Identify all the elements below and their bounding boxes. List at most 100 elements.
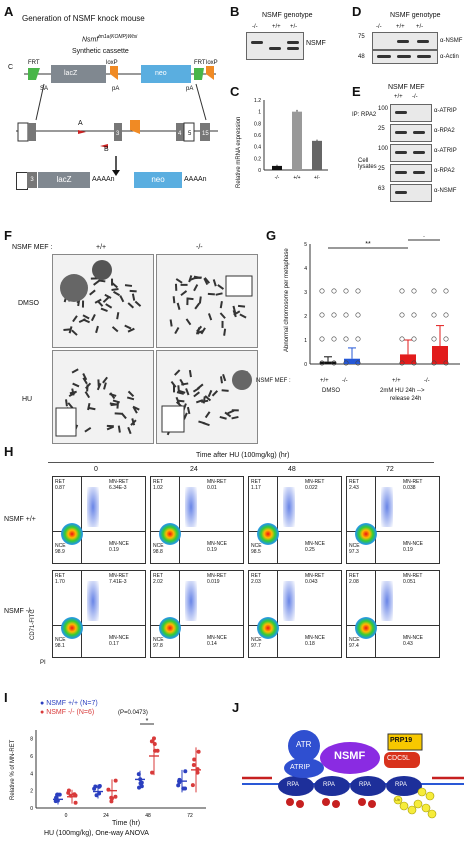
chromosome [127,390,135,398]
flow-plot: RET 2.03 MN-RET 0.043 NCE 97.7 MN-NCE 0.18 [248,570,342,658]
g-ytick: 2 [304,314,307,320]
cassette-label: Synthetic cassette [72,48,129,55]
legend-ko: ● NSMF -/- (N=6) [40,709,95,716]
pa-label-1: pA [112,86,120,92]
chromosome [180,290,188,297]
chromosome [63,328,71,332]
rpa-2 [314,776,350,796]
c-bar [292,111,302,170]
c-bar [312,140,322,170]
panel-b-col-3: +/- [290,24,298,30]
g-point [431,312,437,318]
g-point [319,360,325,366]
i-ytick: 2 [30,789,33,795]
c-xtick: +/- [314,175,320,181]
panel-e-mw-5: 63 [378,186,385,192]
panel-d-mw-75: 75 [358,34,365,40]
panel-h-label: H [4,444,14,459]
chromosome [127,327,135,333]
panel-e-row-3: α-ATRIP [434,148,457,154]
chromosome [71,368,79,374]
chromosome [102,376,108,384]
g-ytick: 5 [304,242,307,248]
chromosome [89,289,96,296]
chromosome [223,328,227,336]
panel-g-ylabel: Abnormal chromosome per metaphase [284,248,290,352]
mnnce-label: MN-NCE 0.17 [109,635,129,647]
chromosome [100,307,108,313]
flow-plot: RET 1.70 MN-RET 7.41E-3 NCE 98.1 MN-NCE 0.17 [52,570,146,658]
chromosome [170,380,177,388]
i-point [138,781,143,786]
c-ytick: 1 [258,110,261,116]
c-ytick: 1.2 [254,98,261,104]
g-bar [320,361,336,364]
chromosome [129,289,137,293]
mnret-label: MN-RET 0.051 [403,573,423,585]
g-point [443,312,449,318]
ret-label: RET 1.02 [153,479,163,491]
chromosome [82,373,88,381]
i-point [73,800,78,805]
time-0: 0 [94,466,98,473]
chromosome [71,388,75,396]
panel-b-title: NSMF genotype [262,12,313,19]
panel-d-col-3: +/- [416,24,424,30]
c-ytick: 0.6 [254,133,261,139]
nce-label: NCE 98.1 [55,637,66,649]
chromosome [127,302,135,309]
flow-plot: RET 2.08 MN-RET 0.051 NCE 97.4 MN-NCE 0.43 [346,570,440,658]
chromosome [120,412,127,420]
i-point [150,770,155,775]
chromosome [232,309,237,318]
chromosome [169,319,173,327]
chromosome [231,409,239,412]
chromosome [172,296,176,304]
chromosome [109,402,117,406]
c-bar [272,165,282,170]
g-point [355,336,361,342]
panel-f-col-1: +/+ [96,244,107,251]
g-point [331,312,337,318]
primer-c-label: C [8,64,14,71]
chromosome [176,302,181,310]
loxp-site-2 [206,66,214,80]
lysate-rpa2-blot [390,164,432,182]
mnnce-label: MN-NCE 0.18 [305,635,325,647]
g-point [331,360,337,366]
chromosome [185,318,192,326]
i-ytick: 6 [30,754,33,760]
ret-label: RET 2.03 [251,573,261,585]
chromosome [98,279,106,283]
loxp-site-1 [110,66,118,80]
chromosome [185,388,190,396]
i-point [109,799,114,804]
flow-plot: RET 0.87 MN-RET 6.34E-3 NCE 98.9 MN-NCE 0.19 [52,476,146,564]
flow-plot: RET 1.02 MN-RET 0.01 NCE 98.8 MN-NCE 0.19 [150,476,244,564]
nce-label: NCE 97.3 [349,543,360,555]
chromosome [175,278,183,284]
ret-label: RET 1.70 [55,573,65,585]
lacz-label: lacZ [64,70,78,77]
nsmf-blot [372,32,438,50]
chromosome [132,405,140,411]
i-point [196,749,201,754]
panel-h-yaxis: CD71-FITC [30,609,36,640]
exon-15: 15 [202,131,209,137]
inset-box [225,275,253,297]
chromosome [211,390,219,397]
g-point [331,288,337,294]
panel-d-label: D [352,4,362,19]
chromosome [232,305,237,313]
mnnce-label: MN-NCE 0.19 [207,541,227,553]
chromosome [188,275,193,283]
chromosome [111,326,119,333]
panel-h-row-ko: NSMF -/- [4,608,33,615]
chromosome [95,325,99,334]
c-ytick: 0.2 [254,156,261,162]
g-sig-1: ** [365,241,371,248]
panel-a-title: Generation of NSMF knock mouse [22,14,145,23]
chromosome [221,389,229,392]
panel-d-title: NSMF genotype [390,12,441,19]
i-xtick: 48 [145,813,151,818]
